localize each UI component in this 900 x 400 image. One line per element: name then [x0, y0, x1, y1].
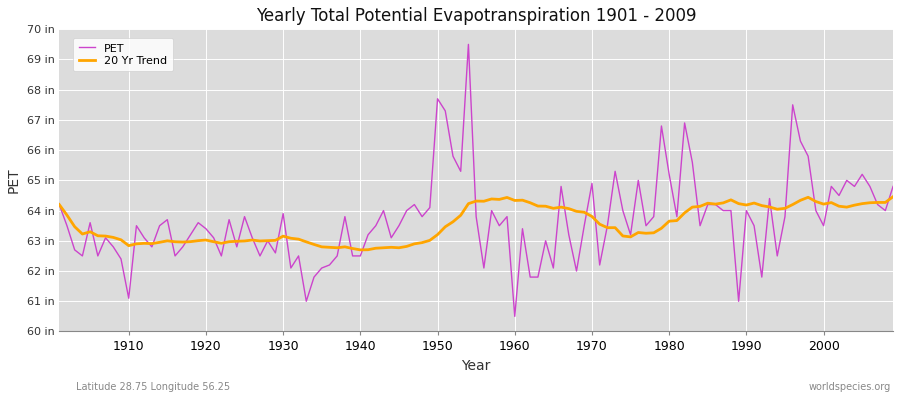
Line: 20 Yr Trend: 20 Yr Trend	[59, 197, 893, 250]
PET	[518, 226, 528, 231]
Line: PET: PET	[59, 44, 893, 316]
20 Yr Trend	[509, 198, 520, 203]
20 Yr Trend	[54, 202, 65, 207]
20 Yr Trend	[609, 225, 620, 230]
X-axis label: Year: Year	[462, 359, 490, 373]
PET	[115, 256, 126, 261]
Legend: PET, 20 Yr Trend: PET, 20 Yr Trend	[73, 38, 173, 72]
PET	[54, 202, 65, 207]
Text: Latitude 28.75 Longitude 56.25: Latitude 28.75 Longitude 56.25	[76, 382, 230, 392]
PET	[509, 314, 520, 319]
PET	[617, 208, 628, 213]
Title: Yearly Total Potential Evapotranspiration 1901 - 2009: Yearly Total Potential Evapotranspiratio…	[256, 7, 697, 25]
PET	[463, 42, 473, 47]
20 Yr Trend	[887, 194, 898, 199]
20 Yr Trend	[332, 245, 343, 250]
20 Yr Trend	[355, 248, 365, 252]
20 Yr Trend	[285, 236, 296, 241]
PET	[332, 254, 343, 258]
20 Yr Trend	[115, 238, 126, 242]
Y-axis label: PET: PET	[7, 168, 21, 193]
PET	[525, 275, 535, 280]
Text: worldspecies.org: worldspecies.org	[809, 382, 891, 392]
20 Yr Trend	[518, 198, 528, 202]
PET	[285, 266, 296, 270]
PET	[887, 184, 898, 189]
